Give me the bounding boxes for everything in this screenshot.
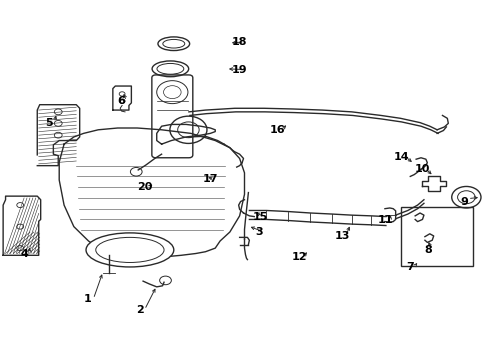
Circle shape bbox=[54, 132, 62, 138]
Text: 7: 7 bbox=[406, 262, 413, 272]
Text: 3: 3 bbox=[255, 227, 263, 237]
Text: 1: 1 bbox=[83, 294, 91, 304]
Text: 18: 18 bbox=[231, 37, 247, 47]
Text: 20: 20 bbox=[137, 182, 152, 192]
Text: 13: 13 bbox=[334, 231, 349, 240]
Text: 14: 14 bbox=[393, 152, 408, 162]
Text: 12: 12 bbox=[291, 252, 306, 262]
Text: 9: 9 bbox=[459, 197, 467, 207]
Text: 2: 2 bbox=[136, 305, 143, 315]
Circle shape bbox=[54, 109, 62, 115]
Circle shape bbox=[54, 121, 62, 126]
Ellipse shape bbox=[86, 233, 173, 267]
Text: 4: 4 bbox=[20, 248, 28, 258]
Text: 5: 5 bbox=[45, 118, 53, 128]
Text: 16: 16 bbox=[269, 125, 285, 135]
Text: 10: 10 bbox=[414, 164, 429, 174]
Text: 17: 17 bbox=[202, 174, 218, 184]
Text: 6: 6 bbox=[118, 96, 125, 106]
Text: 19: 19 bbox=[231, 64, 247, 75]
Text: 15: 15 bbox=[252, 212, 267, 221]
Text: 11: 11 bbox=[377, 215, 393, 225]
Text: 8: 8 bbox=[423, 245, 431, 255]
